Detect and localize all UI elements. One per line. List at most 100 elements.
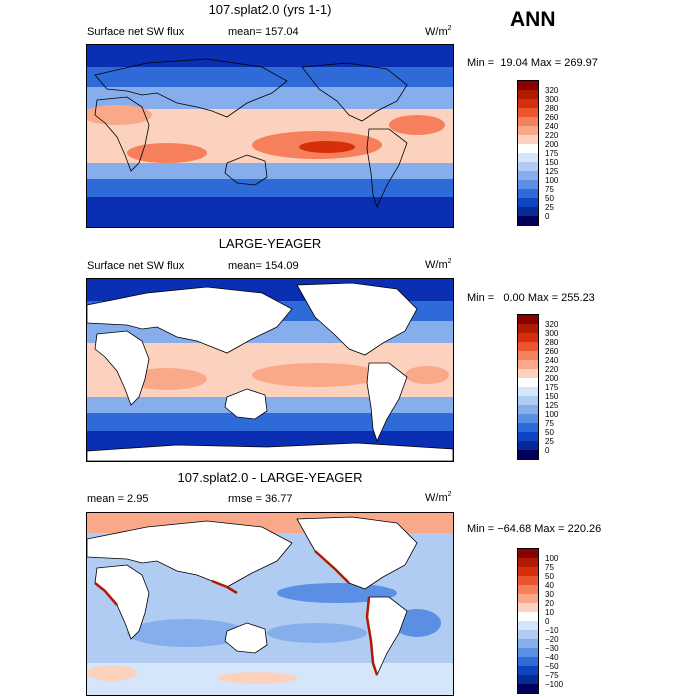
colorbar-segment	[518, 648, 538, 658]
colorbar-tick-label: 100	[545, 553, 559, 563]
p2-land-africa	[94, 330, 150, 406]
colorbar-tick-label: 10	[545, 607, 554, 617]
colorbar-segment	[518, 414, 538, 424]
colorbar-tick-label: 30	[545, 589, 554, 599]
colorbar-segment	[518, 315, 538, 325]
p2-land-samerica	[366, 362, 408, 443]
p1-coast-samerica	[366, 128, 408, 209]
colorbar-segment	[518, 153, 538, 163]
colorbar-tick-label: 50	[545, 427, 554, 437]
panel3-colorbar-box	[517, 548, 539, 694]
colorbar-segment	[518, 117, 538, 127]
panel2-field-label: Surface net SW flux	[87, 260, 185, 272]
p2-land-australia	[224, 388, 268, 420]
colorbar-tick-label: 320	[545, 85, 559, 95]
panel3-mean-label: mean = 2.95	[87, 493, 149, 505]
panel2-map	[86, 278, 454, 462]
colorbar-tick-label: 75	[545, 184, 554, 194]
colorbar-tick-label: 25	[545, 202, 554, 212]
colorbar-tick-label: 240	[545, 121, 559, 131]
colorbar-tick-label: 260	[545, 112, 559, 122]
colorbar-tick-label: 75	[545, 418, 554, 428]
p1-coast-australia	[224, 154, 268, 186]
colorbar-tick-label: 100	[545, 409, 559, 419]
colorbar-segment	[518, 360, 538, 370]
colorbar-segment	[518, 585, 538, 595]
colorbar-tick-label: 125	[545, 166, 559, 176]
p3-coast-max-samerica	[365, 596, 379, 676]
colorbar-tick-label: −10	[545, 625, 559, 635]
colorbar-tick-label: −100	[545, 679, 564, 689]
colorbar-segment	[518, 369, 538, 379]
colorbar-segment	[518, 324, 538, 334]
colorbar-tick-label: 320	[545, 319, 559, 329]
colorbar-tick-label: 260	[545, 346, 559, 356]
p1-band-north-deep	[87, 45, 453, 67]
colorbar-segment	[518, 594, 538, 604]
colorbar-segment	[518, 423, 538, 433]
colorbar-tick-label: 300	[545, 94, 559, 104]
colorbar-segment	[518, 378, 538, 388]
colorbar-segment	[518, 108, 538, 118]
p1-atlantic-max	[389, 115, 445, 135]
colorbar-segment	[518, 90, 538, 100]
colorbar-segment	[518, 99, 538, 109]
panel1-mean-label: mean= 157.04	[228, 26, 299, 38]
colorbar-tick-label: 25	[545, 436, 554, 446]
colorbar-segment	[518, 207, 538, 217]
panel3-minmax: Min = −64.68 Max = 220.26	[467, 523, 602, 535]
colorbar-tick-label: 280	[545, 337, 559, 347]
colorbar-tick-label: 150	[545, 157, 559, 167]
panel2-title: LARGE-YEAGER	[218, 236, 322, 251]
p3-coast-max-namerica	[314, 550, 350, 584]
panel1-field-label: Surface net SW flux	[87, 26, 185, 38]
colorbar-tick-label: 75	[545, 562, 554, 572]
panel1-map	[86, 44, 454, 228]
colorbar-segment	[518, 405, 538, 415]
p2-land-antarctica	[87, 442, 453, 461]
p3-coast-max-africa	[94, 582, 118, 606]
colorbar-segment	[518, 144, 538, 154]
colorbar-tick-label: −75	[545, 670, 559, 680]
p1-coast-africa	[94, 96, 150, 172]
p1-pacific-core	[299, 141, 355, 153]
p1-coast-eurasia	[94, 58, 288, 118]
p1-band-north-light	[87, 85, 453, 109]
p2-land-namerica	[296, 282, 418, 356]
colorbar-segment	[518, 621, 538, 631]
colorbar-segment	[518, 333, 538, 343]
colorbar-tick-label: 200	[545, 373, 559, 383]
season-label: ANN	[510, 8, 556, 31]
panel3-map	[86, 512, 454, 696]
panel1-units: W/m2	[425, 25, 452, 38]
p2-land-eurasia	[87, 286, 293, 354]
colorbar-tick-label: 175	[545, 148, 559, 158]
colorbar-segment	[518, 441, 538, 451]
colorbar-tick-label: 240	[545, 355, 559, 365]
colorbar-segment	[518, 549, 538, 559]
colorbar-segment	[518, 342, 538, 352]
colorbar-segment	[518, 81, 538, 91]
colorbar-segment	[518, 576, 538, 586]
colorbar-segment	[518, 639, 538, 649]
colorbar-segment	[518, 630, 538, 640]
p1-coast-namerica	[301, 62, 408, 122]
colorbar-tick-label: 100	[545, 175, 559, 185]
panel2-colorbar-box	[517, 314, 539, 460]
colorbar-tick-label: 280	[545, 103, 559, 113]
colorbar-tick-label: 220	[545, 364, 559, 374]
colorbar-tick-label: −50	[545, 661, 559, 671]
colorbar-segment	[518, 351, 538, 361]
p1-indian-max	[127, 143, 207, 163]
p1-band-south-light	[87, 161, 453, 179]
colorbar-segment	[518, 216, 538, 226]
colorbar-segment	[518, 135, 538, 145]
colorbar-segment	[518, 675, 538, 685]
colorbar-segment	[518, 558, 538, 568]
panel3-rmse-label: rmse = 36.77	[228, 493, 293, 505]
colorbar-segment	[518, 126, 538, 136]
colorbar-tick-label: −20	[545, 634, 559, 644]
colorbar-segment	[518, 666, 538, 676]
colorbar-segment	[518, 189, 538, 199]
colorbar-segment	[518, 657, 538, 667]
